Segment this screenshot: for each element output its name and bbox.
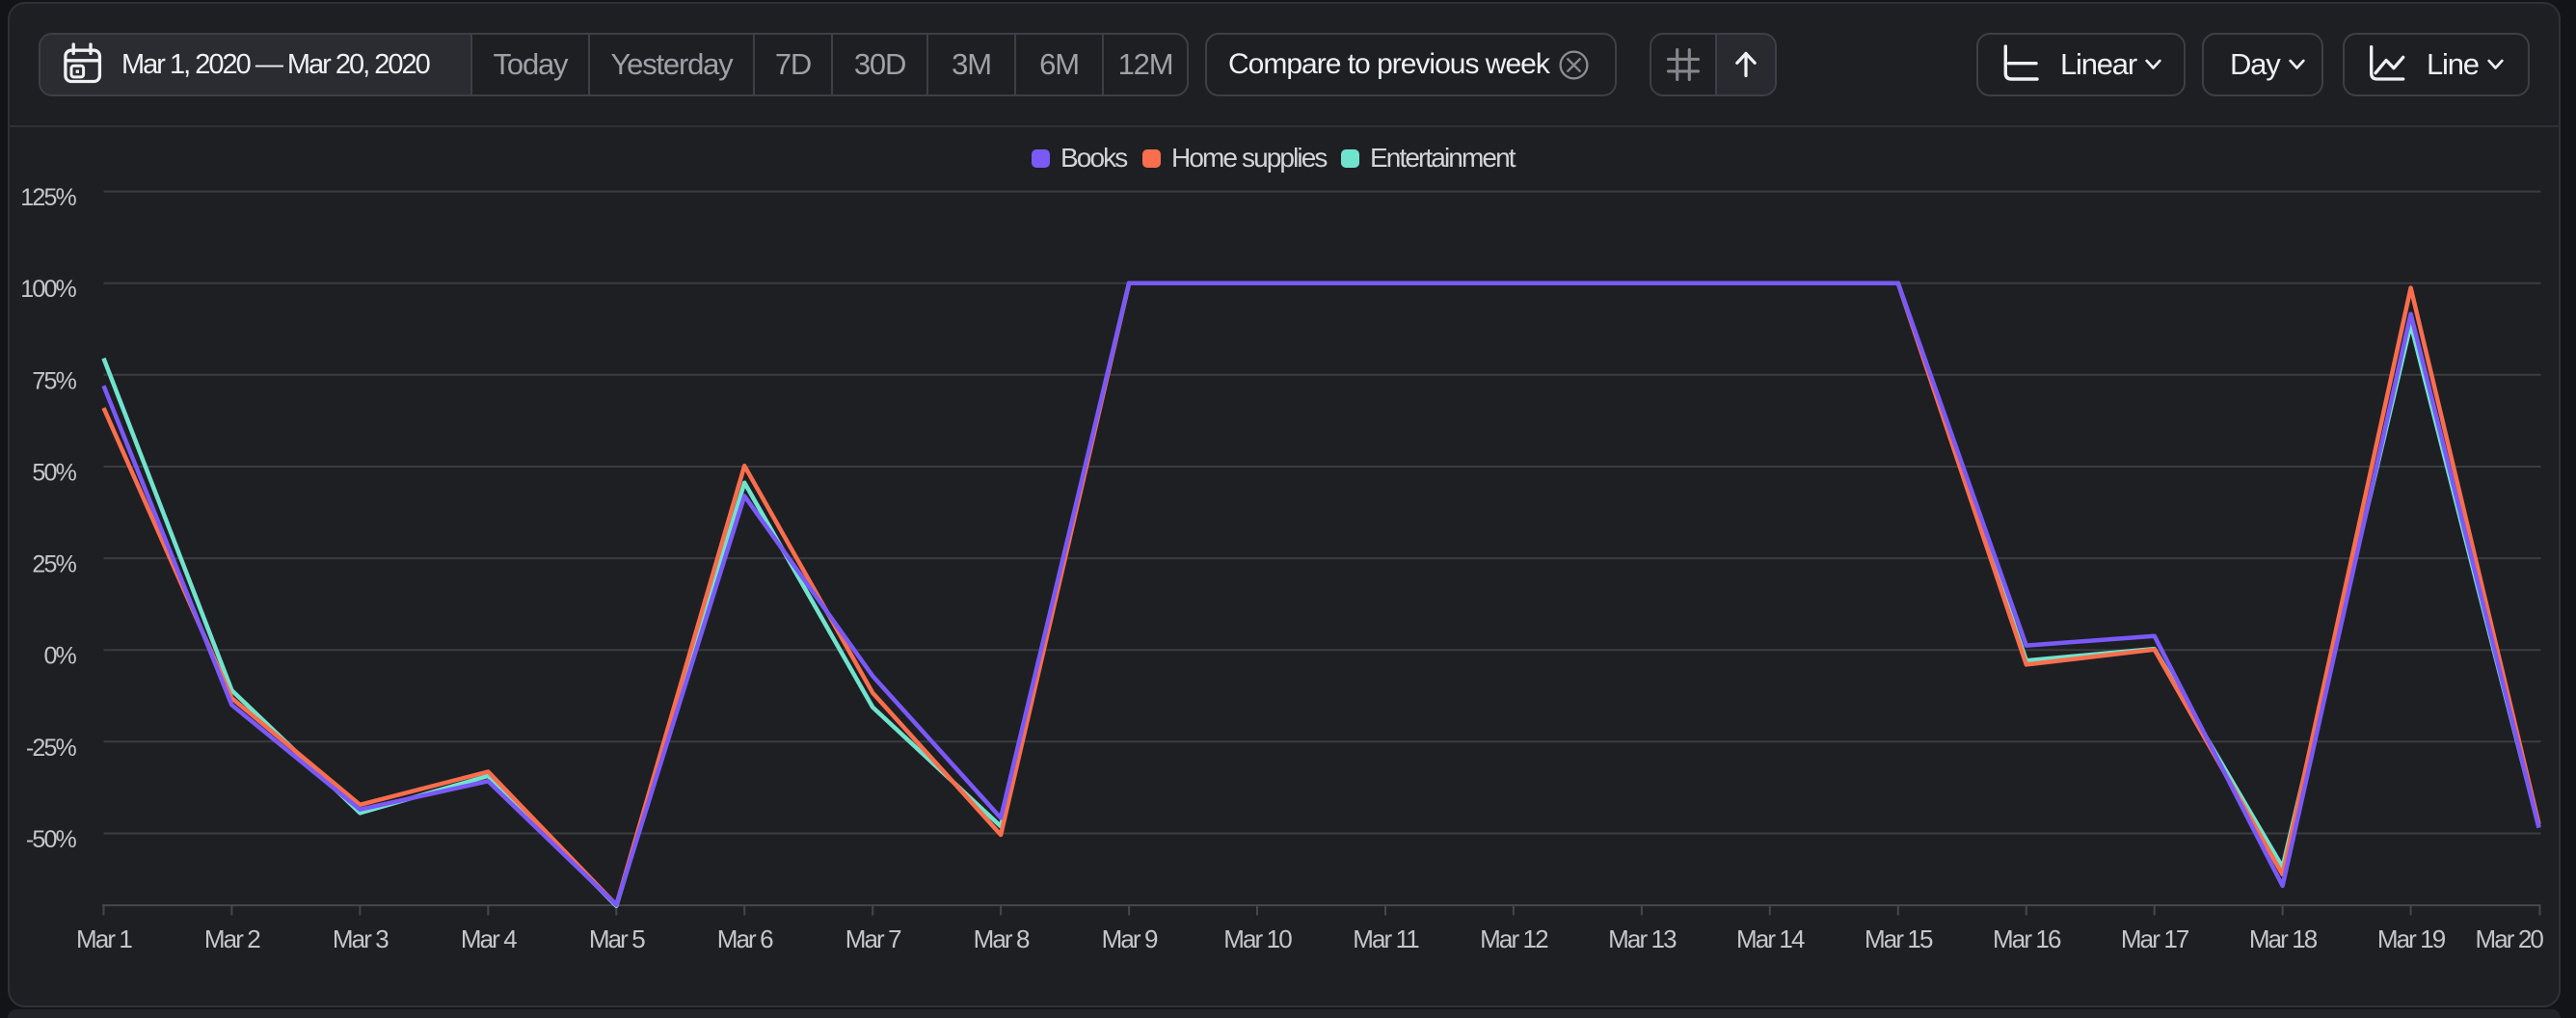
svg-text:Mar 18: Mar 18 — [2249, 924, 2318, 953]
svg-text:75%: 75% — [32, 367, 76, 394]
svg-text:-25%: -25% — [26, 735, 77, 762]
svg-text:25%: 25% — [32, 551, 76, 578]
svg-text:100%: 100% — [20, 276, 76, 303]
svg-text:Mar 19: Mar 19 — [2377, 924, 2446, 953]
svg-text:Mar 16: Mar 16 — [1993, 924, 2061, 953]
svg-text:Mar 11: Mar 11 — [1353, 924, 1419, 953]
svg-text:Mar 14: Mar 14 — [1736, 924, 1805, 953]
svg-text:Mar 9: Mar 9 — [1102, 924, 1158, 953]
svg-text:Mar 2: Mar 2 — [204, 924, 260, 953]
svg-text:Mar 5: Mar 5 — [589, 924, 645, 953]
svg-text:Mar 13: Mar 13 — [1608, 924, 1677, 953]
svg-text:Mar 20: Mar 20 — [2475, 924, 2543, 953]
svg-text:Mar 7: Mar 7 — [845, 924, 901, 953]
svg-text:-50%: -50% — [26, 826, 77, 853]
svg-text:Mar 15: Mar 15 — [1865, 924, 1933, 953]
svg-text:Mar 3: Mar 3 — [333, 924, 389, 953]
svg-text:Mar 17: Mar 17 — [2121, 924, 2189, 953]
svg-text:Mar 6: Mar 6 — [717, 924, 773, 953]
svg-text:Mar 12: Mar 12 — [1480, 924, 1548, 953]
svg-text:Mar 1: Mar 1 — [76, 924, 132, 953]
svg-text:Mar 4: Mar 4 — [461, 924, 517, 953]
svg-text:Mar 10: Mar 10 — [1223, 924, 1292, 953]
svg-text:50%: 50% — [32, 460, 76, 487]
svg-text:Mar 8: Mar 8 — [974, 924, 1030, 953]
svg-text:125%: 125% — [20, 184, 76, 211]
svg-text:0%: 0% — [43, 643, 76, 670]
